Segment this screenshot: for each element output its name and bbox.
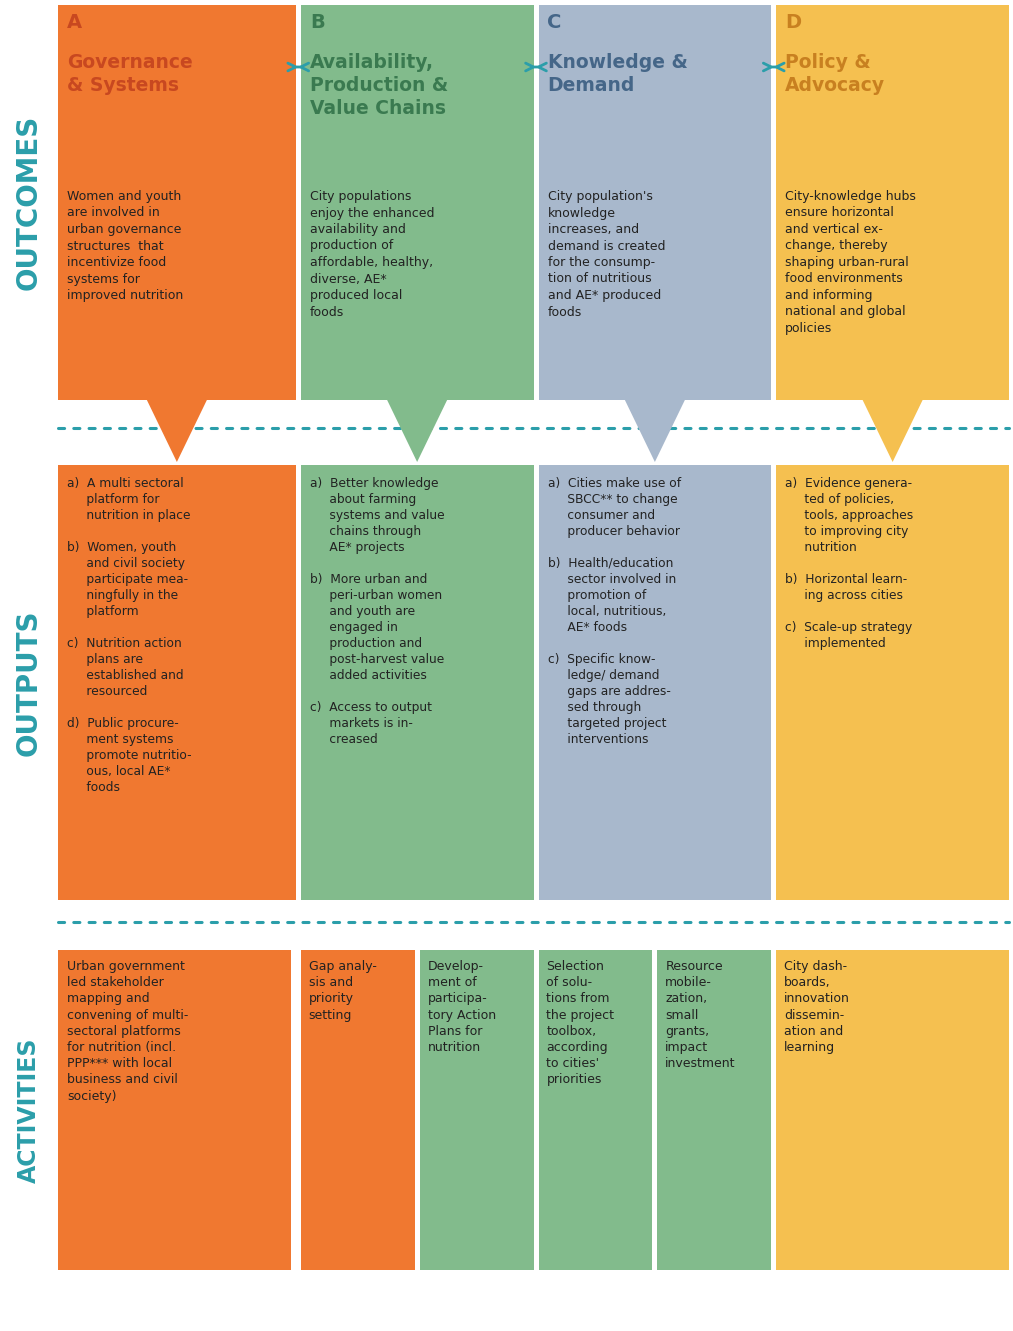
Text: City dash-
boards,
innovation
dissemin-
ation and
learning: City dash- boards, innovation dissemin- … <box>784 960 850 1054</box>
Bar <box>539 465 771 900</box>
Text: a)  Cities make use of
     SBCC** to change
     consumer and
     producer beh: a) Cities make use of SBCC** to change c… <box>547 476 681 745</box>
Text: Availability,
Production &
Value Chains: Availability, Production & Value Chains <box>310 53 448 117</box>
Text: Governance
& Systems: Governance & Systems <box>67 53 192 95</box>
Bar <box>539 5 771 401</box>
Text: Develop-
ment of
participa-
tory Action
Plans for
nutrition: Develop- ment of participa- tory Action … <box>427 960 495 1054</box>
Text: Policy &
Advocacy: Policy & Advocacy <box>785 53 885 95</box>
Text: B: B <box>310 13 324 32</box>
Text: City-knowledge hubs
ensure horizontal
and vertical ex-
change, thereby
shaping u: City-knowledge hubs ensure horizontal an… <box>785 190 916 335</box>
Text: City populations
enjoy the enhanced
availability and
production of
affordable, h: City populations enjoy the enhanced avai… <box>310 190 435 318</box>
Bar <box>58 465 296 900</box>
Bar <box>776 465 1009 900</box>
Text: a)  Evidence genera-
     ted of policies,
     tools, approaches
     to improv: a) Evidence genera- ted of policies, too… <box>785 476 914 650</box>
Bar <box>776 5 1009 401</box>
Text: D: D <box>785 13 801 32</box>
Bar <box>419 950 534 1270</box>
Text: Selection
of solu-
tions from
the project
toolbox,
according
to cities'
prioriti: Selection of solu- tions from the projec… <box>546 960 615 1086</box>
Polygon shape <box>625 401 685 462</box>
Polygon shape <box>863 401 923 462</box>
Text: OUTPUTS: OUTPUTS <box>15 610 43 756</box>
Bar <box>301 5 534 401</box>
Bar <box>58 5 296 401</box>
Bar <box>657 950 771 1270</box>
Bar <box>301 465 534 900</box>
Bar <box>58 950 291 1270</box>
Text: C: C <box>547 13 562 32</box>
Text: A: A <box>67 13 82 32</box>
Polygon shape <box>387 401 447 462</box>
Text: City population's
knowledge
increases, and
demand is created
for the consump-
ti: City population's knowledge increases, a… <box>547 190 665 318</box>
Bar <box>301 950 414 1270</box>
Text: Resource
mobile-
zation,
small
grants,
impact
investment: Resource mobile- zation, small grants, i… <box>666 960 735 1070</box>
Text: Urban government
led stakeholder
mapping and
convening of multi-
sectoral platfo: Urban government led stakeholder mapping… <box>67 960 188 1102</box>
Text: Women and youth
are involved in
urban governance
structures  that
incentivize fo: Women and youth are involved in urban go… <box>67 190 183 302</box>
Polygon shape <box>147 401 207 462</box>
Text: a)  Better knowledge
     about farming
     systems and value
     chains throu: a) Better knowledge about farming system… <box>310 476 445 745</box>
Bar <box>539 950 652 1270</box>
Text: Knowledge &
Demand: Knowledge & Demand <box>547 53 688 95</box>
Text: ACTIVITIES: ACTIVITIES <box>17 1037 41 1183</box>
Text: OUTCOMES: OUTCOMES <box>15 114 43 290</box>
Text: a)  A multi sectoral
     platform for
     nutrition in place

b)  Women, youth: a) A multi sectoral platform for nutriti… <box>67 476 191 795</box>
Bar <box>776 950 1009 1270</box>
Text: Gap analy-
sis and
priority
setting: Gap analy- sis and priority setting <box>309 960 377 1022</box>
